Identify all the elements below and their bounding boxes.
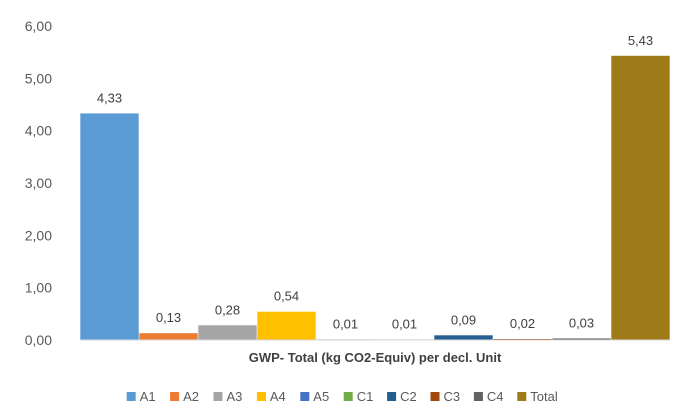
legend-swatch — [344, 392, 353, 401]
data-label-a1: 4,33 — [97, 90, 122, 105]
legend-item-a3: A3 — [214, 389, 243, 404]
bar-a1 — [80, 113, 138, 340]
bar-total — [611, 56, 669, 340]
data-label-c1: 0,01 — [392, 316, 417, 331]
data-label-a2: 0,13 — [156, 310, 181, 325]
legend-label: C4 — [487, 389, 504, 404]
legend-swatch — [257, 392, 266, 401]
y-tick-label: 0,00 — [25, 332, 52, 348]
legend-item-a1: A1 — [127, 389, 156, 404]
y-tick-label: 6,00 — [25, 18, 52, 34]
legend-item-c4: C4 — [474, 389, 504, 404]
legend-swatch — [170, 392, 179, 401]
legend-item-c3: C3 — [431, 389, 461, 404]
legend-swatch — [387, 392, 396, 401]
legend-label: A2 — [183, 389, 199, 404]
bar-a4 — [257, 312, 315, 340]
data-label-c4: 0,03 — [569, 315, 594, 330]
legend-label: C2 — [400, 389, 417, 404]
bar-c2 — [434, 335, 492, 340]
data-labels: 4,33 0,13 0,28 0,54 0,01 0,01 0,09 0,02 0,03 5,43 — [97, 33, 653, 332]
legend-label: A4 — [270, 389, 286, 404]
legend-swatch — [474, 392, 483, 401]
y-tick-label: 5,00 — [25, 70, 52, 86]
y-tick-label: 2,00 — [25, 227, 52, 243]
data-label-a5: 0,01 — [333, 316, 358, 331]
y-axis: 0,00 1,00 2,00 3,00 4,00 5,00 6,00 — [25, 18, 52, 348]
legend-label: Total — [530, 389, 558, 404]
legend-label: A3 — [227, 389, 243, 404]
legend: A1 A2 A3 A4 A5 C1 C2 C3 C4 Total — [127, 389, 558, 404]
legend-item-total: Total — [517, 389, 558, 404]
legend-label: A5 — [313, 389, 329, 404]
x-axis-label: GWP- Total (kg CO2-Equiv) per decl. Unit — [249, 350, 502, 365]
legend-swatch — [517, 392, 526, 401]
legend-item-a4: A4 — [257, 389, 286, 404]
legend-label: A1 — [140, 389, 156, 404]
legend-label: C3 — [444, 389, 461, 404]
data-label-a3: 0,28 — [215, 302, 240, 317]
legend-swatch — [431, 392, 440, 401]
legend-item-a2: A2 — [170, 389, 199, 404]
data-label-a4: 0,54 — [274, 289, 299, 304]
legend-swatch — [214, 392, 223, 401]
legend-swatch — [300, 392, 309, 401]
bar-a2 — [139, 333, 197, 340]
legend-item-c2: C2 — [387, 389, 417, 404]
y-tick-label: 1,00 — [25, 280, 52, 296]
bars — [80, 56, 669, 340]
y-tick-label: 3,00 — [25, 175, 52, 191]
legend-item-a5: A5 — [300, 389, 329, 404]
y-tick-label: 4,00 — [25, 123, 52, 139]
bar-a3 — [198, 325, 256, 340]
legend-label: C1 — [357, 389, 374, 404]
data-label-c3: 0,02 — [510, 316, 535, 331]
data-label-c2: 0,09 — [451, 312, 476, 327]
legend-item-c1: C1 — [344, 389, 374, 404]
data-label-total: 5,43 — [628, 33, 653, 48]
legend-swatch — [127, 392, 136, 401]
